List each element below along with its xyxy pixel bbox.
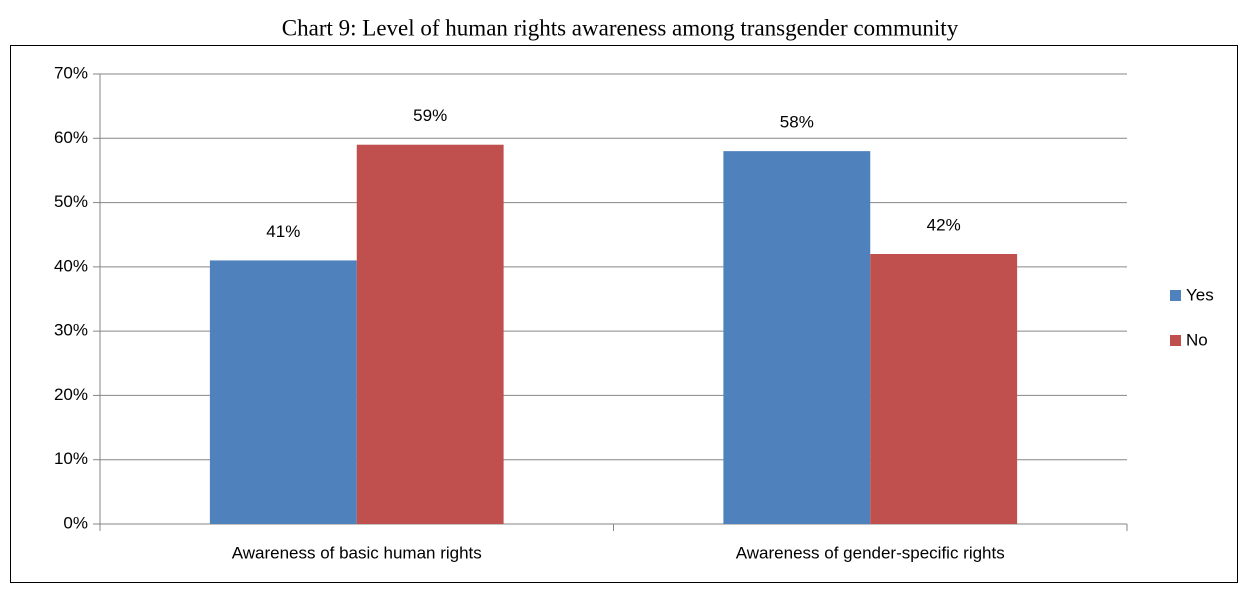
data-label: 41% bbox=[266, 222, 300, 241]
bar bbox=[209, 260, 357, 524]
y-tick-label: 0% bbox=[63, 513, 88, 532]
data-label: 59% bbox=[413, 106, 447, 125]
bar bbox=[356, 144, 504, 524]
y-tick-label: 40% bbox=[54, 256, 88, 275]
x-tick-label: Awareness of basic human rights bbox=[232, 543, 482, 562]
bar bbox=[870, 254, 1018, 524]
y-tick-label: 70% bbox=[54, 63, 88, 82]
bar bbox=[723, 151, 871, 524]
chart-border bbox=[10, 45, 1238, 583]
y-tick-label: 20% bbox=[54, 385, 88, 404]
data-label: 42% bbox=[927, 215, 961, 234]
x-tick-label: Awareness of gender-specific rights bbox=[736, 543, 1005, 562]
chart-title: Chart 9: Level of human rights awareness… bbox=[282, 15, 959, 40]
y-tick-label: 30% bbox=[54, 321, 88, 340]
legend-label: No bbox=[1186, 330, 1208, 349]
legend-swatch bbox=[1170, 335, 1181, 346]
y-tick-label: 10% bbox=[54, 449, 88, 468]
legend-swatch bbox=[1170, 290, 1181, 301]
data-label: 58% bbox=[780, 113, 814, 132]
y-tick-label: 50% bbox=[54, 192, 88, 211]
y-tick-label: 60% bbox=[54, 128, 88, 147]
legend-label: Yes bbox=[1186, 285, 1214, 304]
